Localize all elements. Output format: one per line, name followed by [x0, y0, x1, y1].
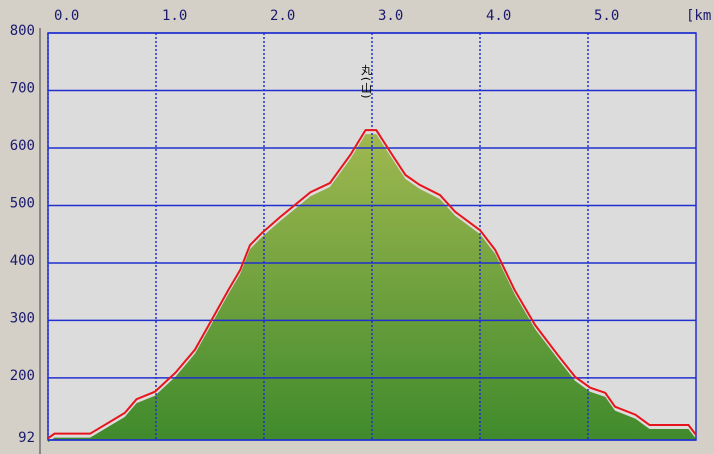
x-tick-label: 1.0 — [162, 8, 187, 24]
y-tick-label: 300 — [10, 310, 35, 326]
y-tick-label: 200 — [10, 368, 35, 384]
x-tick-label: 5.0 — [594, 8, 619, 24]
x-tick-label: 4.0 — [486, 8, 511, 24]
x-tick-label: 0.0 — [54, 8, 79, 24]
y-tick-label: 400 — [10, 253, 35, 269]
annotation: 丸(山) — [360, 64, 373, 100]
line — [47, 129, 697, 440]
y-tick-label: 600 — [10, 138, 35, 154]
x-tick-label: 2.0 — [270, 8, 295, 24]
x-axis-label: [km — [686, 8, 711, 24]
y-tick-label: 800 — [10, 23, 35, 39]
plot-border — [47, 32, 697, 441]
y-tick-label: 92 — [18, 430, 35, 446]
y-tick-label: 500 — [10, 195, 35, 211]
x-tick-label: 3.0 — [378, 8, 403, 24]
area — [48, 134, 696, 443]
y-tick-label: 700 — [10, 80, 35, 96]
